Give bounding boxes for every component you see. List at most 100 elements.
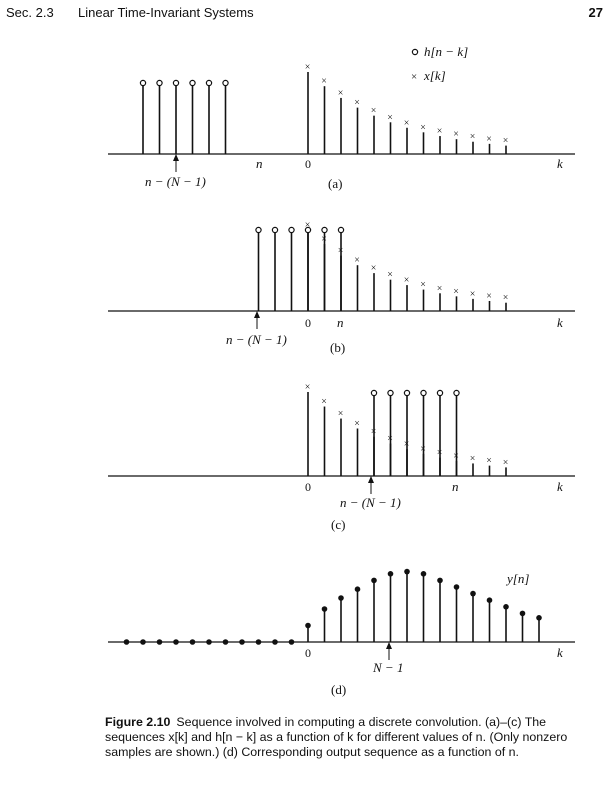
y-marker [387,571,394,577]
n-minus-1-label: N − 1 [372,660,403,675]
zero-label: 0 [305,646,311,660]
k-label: k [557,479,563,494]
x-marker: × [321,76,327,87]
stems-b: ××××××××××××× [255,220,509,311]
stems-a: × × × × × × × × × × × × × [139,62,509,154]
h-marker [255,226,262,234]
h-marker [271,226,279,234]
y-marker [453,584,460,590]
legend-cross-marker: × [411,71,417,83]
x-marker: × [420,280,426,291]
x-marker: × [453,286,459,297]
window-start-label: n − (N − 1) [226,332,287,347]
k-label: k [557,645,563,660]
y-marker [470,590,476,597]
h-marker [387,389,394,397]
x-marker: × [305,62,311,73]
window-start-label: n − (N − 1) [145,174,206,189]
h-marker [288,226,295,234]
h-marker [156,79,163,87]
y-marker [420,571,427,577]
y-marker [222,639,229,645]
panel-tag: (d) [331,682,346,697]
panel-a: × × × × × × × × × × × × × n − (N − 1) n 0 k (a) [108,62,575,191]
y-marker [338,595,344,601]
x-marker: × [305,382,311,393]
h-marker [205,79,213,87]
x-marker: × [437,126,443,137]
zero-label: 0 [305,316,311,330]
h-marker [222,79,229,87]
h-marker [420,389,427,397]
y-marker [173,639,179,645]
y-marker [486,597,493,603]
x-marker: × [321,397,327,408]
page-header: Sec. 2.3 Linear Time-Invariant Systems 2… [0,0,613,24]
stems-c: ××××××××××××× [305,382,509,476]
window-start-label: n − (N − 1) [340,495,401,510]
panel-tag: (a) [328,176,342,191]
y-marker [371,577,377,584]
y-marker [272,639,278,645]
h-marker [337,226,345,234]
k-label: k [557,315,563,330]
h-marker [453,389,460,397]
x-marker: × [305,220,311,231]
x-marker: × [486,456,492,467]
y-marker [206,639,212,645]
x-marker: × [437,283,443,294]
x-marker: × [371,263,377,274]
convolution-figure: h[n − k] × x[k] × × × × × × × × × × × × × n − (N − 1… [108,44,575,697]
y-marker [354,586,361,592]
x-marker: × [470,289,476,300]
y-marker [321,606,328,612]
x-marker: × [354,255,360,266]
x-marker: × [486,291,492,302]
x-marker: × [503,136,509,147]
figure-caption: Figure 2.10 Sequence involved in computin… [105,715,575,760]
y-marker [437,577,443,584]
x-marker: × [354,98,360,109]
y-marker [239,639,245,645]
x-marker: × [503,457,509,468]
caption-text: Sequence involved in computing a discret… [105,715,568,759]
x-marker: × [470,132,476,143]
x-marker: × [387,112,393,123]
y-marker [404,568,410,575]
legend-circle-marker [411,48,419,56]
page-number: 27 [588,5,603,20]
y-marker [288,639,295,645]
h-marker [370,389,378,397]
y-marker [503,604,509,610]
panel-b: ××××××××××××× n − (N − 1) 0 n k (b) [108,220,575,355]
y-marker [305,622,311,629]
panel-d: N − 1 0 k y[n] (d) [108,568,575,697]
h-marker [189,79,196,87]
x-marker: × [503,293,509,304]
section-title: Linear Time-Invariant Systems [78,5,254,20]
y-marker [156,639,163,645]
figure-label: Figure 2.10 [105,715,171,729]
zero-label: 0 [305,157,311,171]
y-marker [123,639,130,645]
x-marker: × [338,409,344,420]
y-marker [536,615,542,621]
x-marker: × [470,453,476,464]
zero-label: 0 [305,480,311,494]
y-marker [255,639,262,645]
section-number: Sec. 2.3 [6,5,54,20]
panel-tag: (b) [330,340,345,355]
n-label: n [256,156,263,171]
h-marker [321,226,328,234]
legend-h-label: h[n − k] [424,44,468,59]
arrowhead [254,311,260,318]
x-marker: × [486,134,492,145]
x-marker: × [371,106,377,117]
legend-x-label: x[k] [423,68,446,83]
stems-d [123,568,542,645]
n-label: n [337,315,344,330]
x-marker: × [387,270,393,281]
x-marker: × [420,122,426,133]
y-marker [140,639,146,645]
h-marker [436,389,444,397]
